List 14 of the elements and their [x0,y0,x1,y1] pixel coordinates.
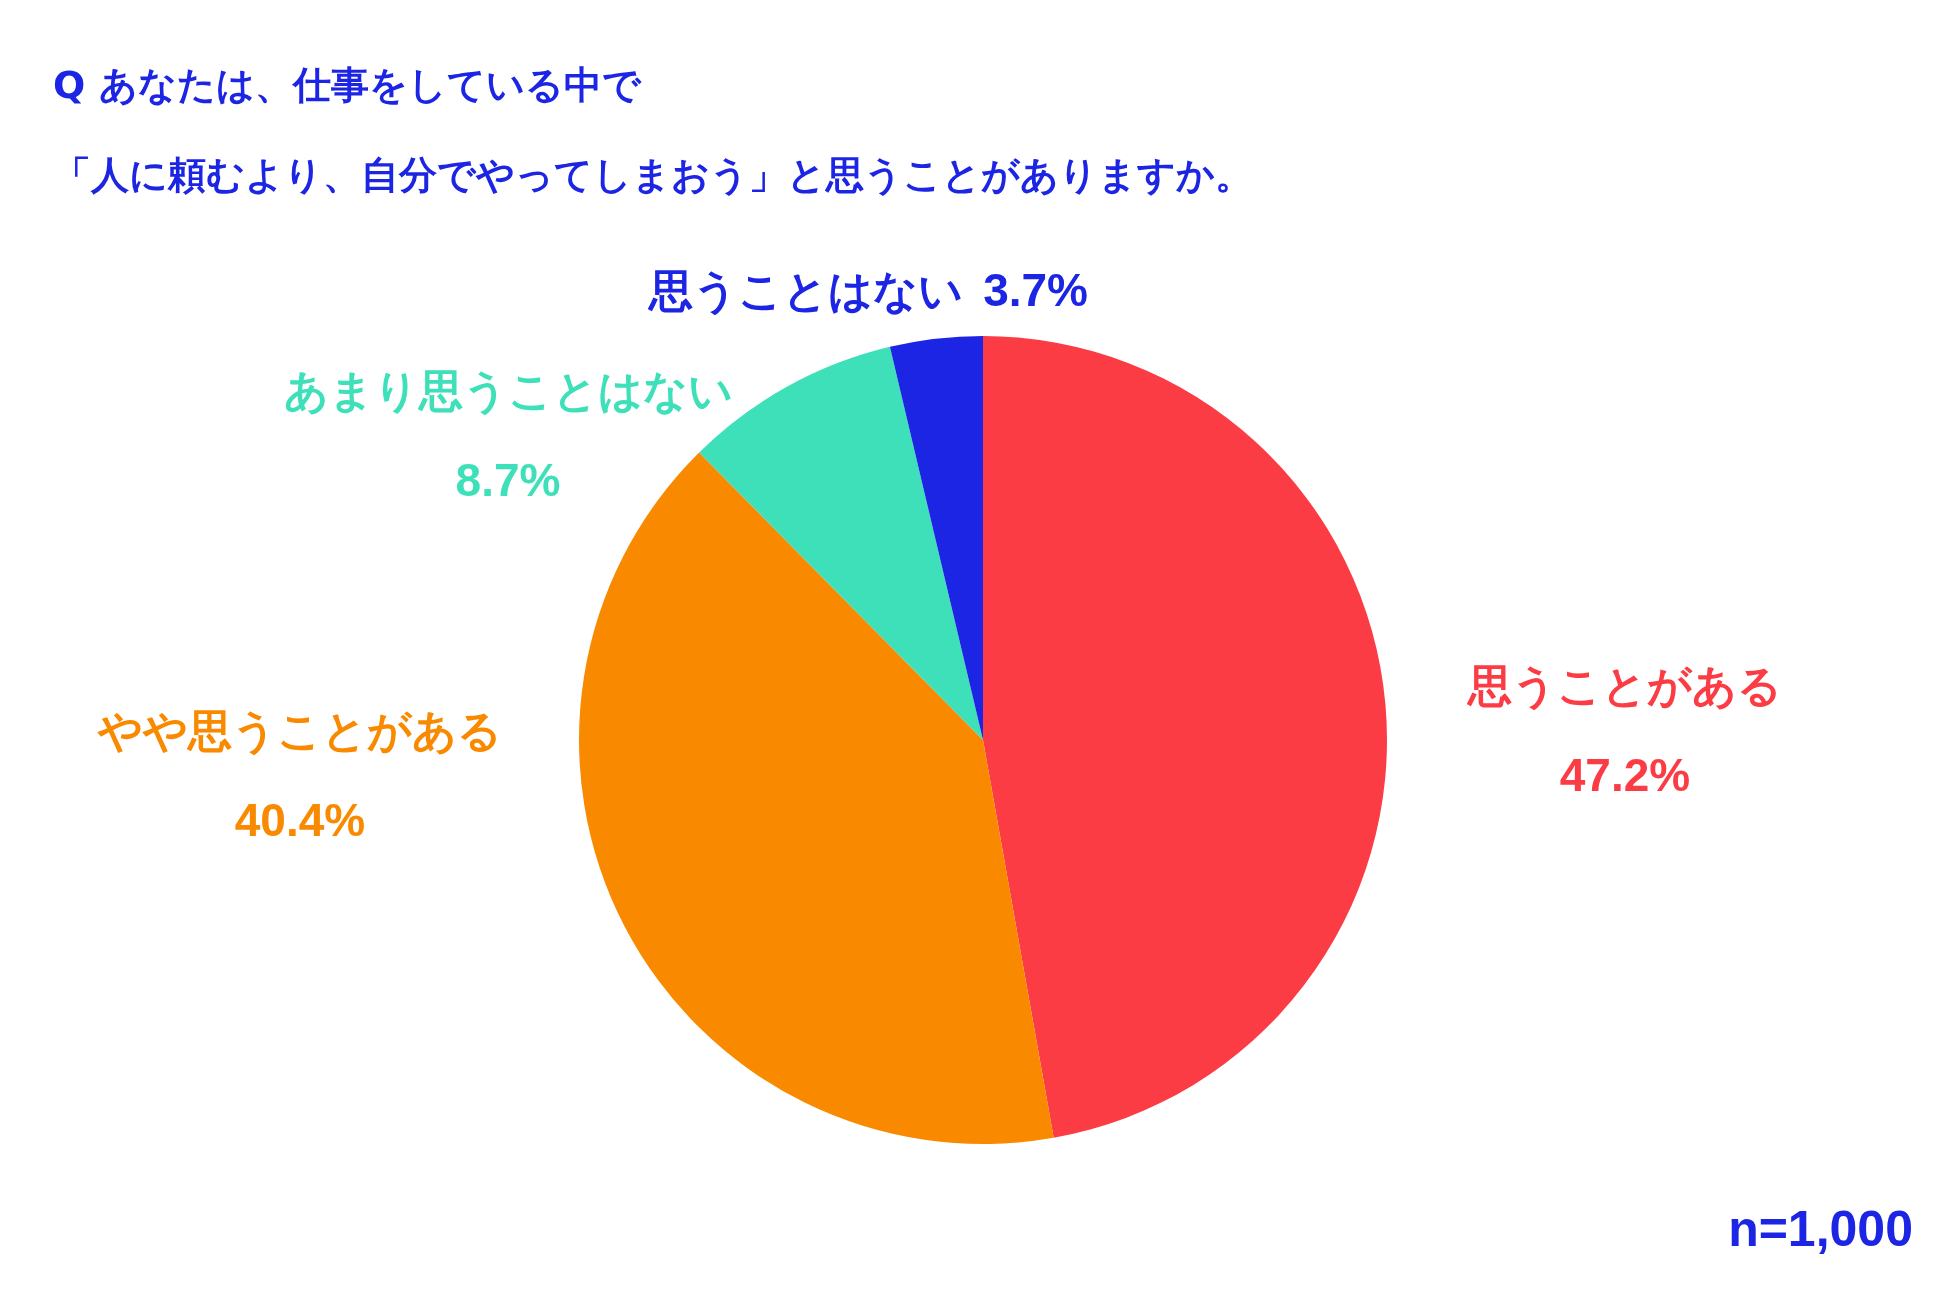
slice-label: 思うことがある [1466,659,1782,711]
pie-slice [579,452,1054,1144]
slice-label: あまり思うことはない [283,364,733,416]
pie-slice [889,336,983,740]
data-label: 40.4% [234,794,366,846]
chart-subtitle: 「人に頼むより、自分でやってしまおう」と思うことがありますか。 [53,152,1253,199]
slice-label: 思うことはない [647,264,964,316]
text: n=1,000 [1728,1200,1913,1258]
chart-title: Q あなたは、仕事をしている中で [53,62,641,109]
pie-slice [983,336,1387,1138]
data-label: 8.7% [455,454,561,506]
data-label: 3.7% [983,264,1088,316]
data-label: 47.2% [1559,749,1691,801]
slice-label: やや思うことがある [97,704,502,756]
